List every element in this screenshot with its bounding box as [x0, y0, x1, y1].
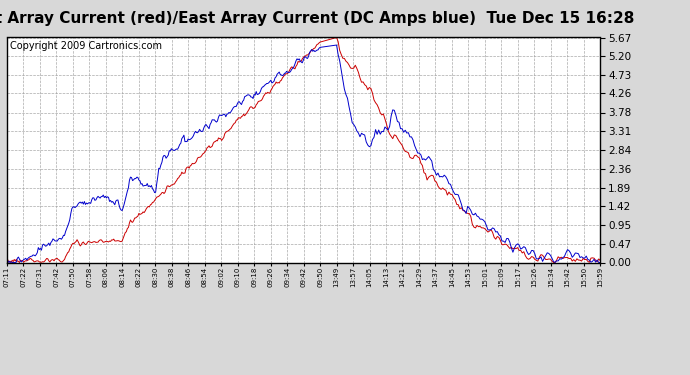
Text: Copyright 2009 Cartronics.com: Copyright 2009 Cartronics.com	[10, 41, 162, 51]
Text: West Array Current (red)/East Array Current (DC Amps blue)  Tue Dec 15 16:28: West Array Current (red)/East Array Curr…	[0, 11, 634, 26]
